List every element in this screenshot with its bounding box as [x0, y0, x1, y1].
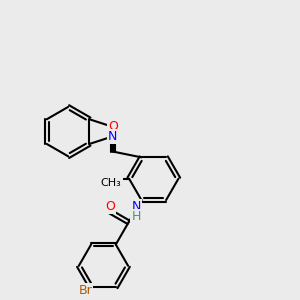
Text: CH₃: CH₃	[101, 178, 122, 188]
Text: O: O	[108, 120, 118, 134]
Text: N: N	[132, 200, 141, 213]
Text: H: H	[131, 210, 141, 223]
Text: Br: Br	[78, 284, 92, 297]
Text: N: N	[108, 130, 118, 143]
Text: O: O	[105, 200, 115, 213]
